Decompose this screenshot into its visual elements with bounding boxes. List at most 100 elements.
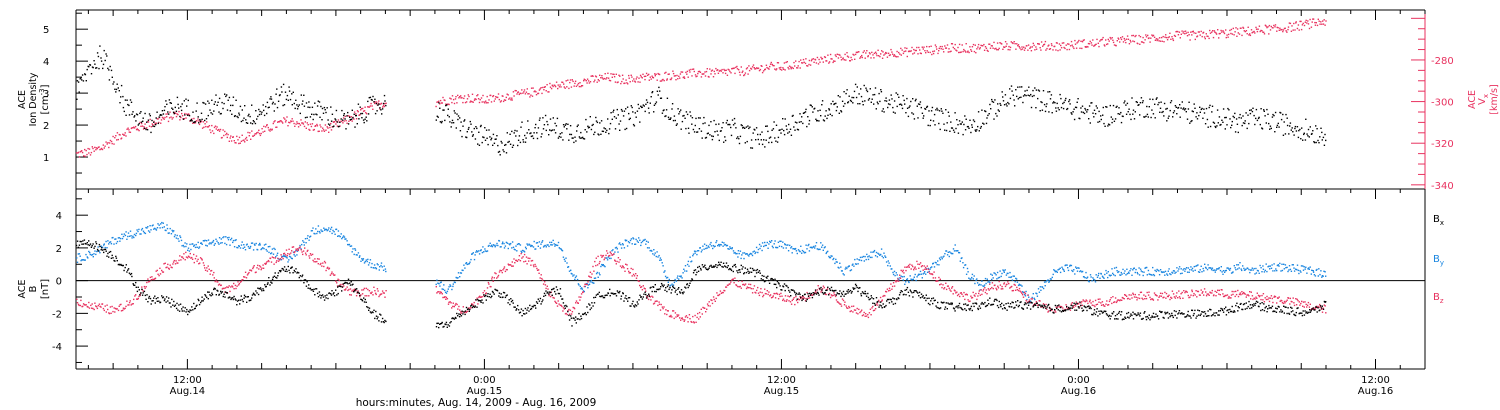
vx-point: [998, 47, 1000, 50]
bz-point: [510, 264, 512, 266]
ion-density-point: [758, 143, 760, 145]
vx-point: [989, 43, 991, 45]
by-point: [188, 250, 191, 252]
vx-point: [581, 85, 583, 87]
vx-point: [171, 118, 173, 120]
ion-density-point: [875, 108, 877, 110]
vx-point: [839, 54, 841, 56]
ion-density-point: [802, 122, 804, 125]
vx-point: [128, 131, 130, 133]
vx-point: [178, 110, 180, 113]
vx-point: [1218, 37, 1220, 39]
bz-point: [571, 311, 574, 313]
ion-density-point: [600, 133, 602, 135]
ion-density-point: [1019, 86, 1021, 88]
vx-point: [629, 81, 631, 83]
vx-point: [524, 93, 527, 95]
vx-point: [1197, 31, 1200, 33]
ion-density-point: [784, 118, 786, 120]
bz-point: [615, 263, 617, 265]
ion-density-point: [738, 138, 740, 140]
by-point: [113, 243, 115, 245]
by-point: [1319, 273, 1321, 276]
by-point: [1192, 270, 1194, 272]
by-point: [771, 240, 773, 242]
bz-point: [650, 299, 652, 301]
ion-density-point: [275, 93, 277, 95]
bz-point: [648, 294, 650, 296]
by-point: [1029, 300, 1032, 302]
bz-point: [679, 317, 681, 319]
vx-point: [1293, 22, 1295, 25]
ion-density-point: [232, 104, 234, 107]
by-point: [1057, 269, 1059, 271]
vx-point: [472, 101, 474, 103]
bz-point: [674, 312, 677, 314]
ion-density-point: [293, 102, 295, 105]
by-point: [273, 247, 275, 250]
ion-density-point: [1318, 142, 1320, 144]
vx-point: [770, 61, 772, 64]
ion-density-point: [670, 117, 672, 119]
vx-point: [299, 124, 302, 126]
by-point: [1092, 277, 1094, 279]
by-point: [880, 253, 882, 256]
ion-density-point: [808, 119, 811, 122]
by-point: [461, 269, 463, 271]
vx-point: [221, 136, 223, 139]
vx-point: [1316, 24, 1319, 27]
vx-point: [245, 136, 248, 139]
ion-density-point: [347, 111, 349, 114]
ion-density-point: [322, 112, 325, 114]
ion-density-point: [1132, 113, 1134, 115]
vx-point: [322, 127, 324, 129]
vx-point: [919, 49, 921, 51]
vx-point: [453, 102, 456, 105]
vx-point: [1112, 41, 1115, 44]
by-point: [796, 252, 798, 255]
vx-point: [906, 55, 908, 58]
vx-point: [1112, 39, 1114, 41]
ion-density-point: [211, 99, 213, 101]
ion-density-point: [1033, 94, 1035, 97]
by-point: [1200, 265, 1202, 267]
by-point: [1023, 293, 1026, 296]
ion-density-point: [1278, 126, 1280, 128]
bz-point: [579, 299, 581, 301]
by-point: [931, 266, 933, 268]
bz-point: [109, 306, 112, 308]
vx-point: [1319, 23, 1321, 25]
by-point: [283, 254, 285, 256]
bz-point: [677, 314, 680, 316]
ion-density-point: [580, 131, 582, 134]
vx-point: [971, 46, 974, 48]
by-point: [981, 280, 983, 282]
bz-point: [544, 281, 546, 283]
by-point: [179, 236, 182, 239]
vx-point: [460, 97, 462, 99]
bz-point: [725, 286, 727, 288]
bz-point: [164, 262, 166, 264]
ion-density-point: [931, 106, 934, 109]
by-point: [98, 250, 100, 252]
vx-point: [454, 98, 457, 100]
ion-density-point: [1208, 106, 1210, 109]
vx-point: [157, 118, 159, 120]
ion-density-point: [438, 102, 440, 104]
bz-point: [767, 293, 769, 296]
vx-point: [233, 140, 235, 142]
vx-point: [485, 102, 488, 104]
ion-density-point: [370, 98, 373, 101]
by-point: [533, 240, 535, 243]
bz-point: [94, 302, 96, 304]
ion-density-point: [1093, 109, 1096, 111]
vx-point: [1006, 43, 1008, 45]
bz-point: [440, 291, 443, 294]
vx-point: [169, 111, 171, 113]
by-point: [185, 245, 187, 248]
by-point: [115, 238, 117, 240]
by-point: [110, 243, 113, 245]
bz-point: [366, 295, 368, 297]
ion-density-point: [519, 141, 522, 144]
by-point: [879, 254, 881, 256]
